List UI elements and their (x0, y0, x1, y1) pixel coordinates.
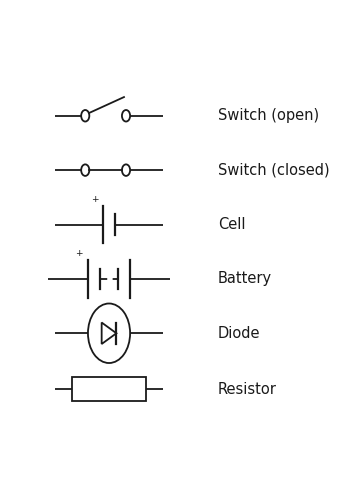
Text: +: + (75, 250, 83, 258)
Bar (72, 378, 147, 402)
Text: Diode: Diode (218, 326, 260, 341)
Text: Cell: Cell (218, 217, 245, 232)
Text: Battery: Battery (218, 272, 272, 286)
Text: Switch (closed): Switch (closed) (218, 162, 330, 178)
Text: Resistor: Resistor (218, 382, 277, 397)
Text: +: + (91, 195, 98, 204)
Text: Switch (open): Switch (open) (218, 108, 319, 124)
